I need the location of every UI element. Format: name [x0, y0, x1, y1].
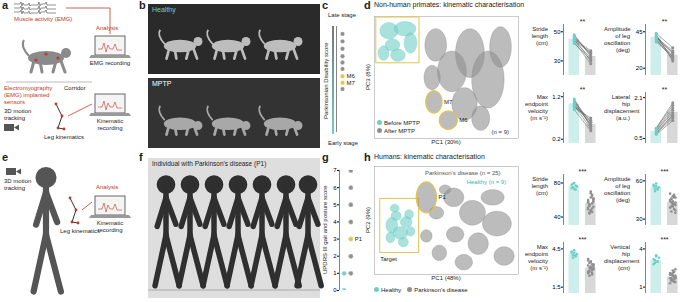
- svg-text:30: 30: [554, 58, 561, 64]
- svg-text:P1: P1: [438, 194, 446, 200]
- svg-text:(n = 9): (n = 9): [492, 129, 510, 135]
- svg-text:***: ***: [578, 168, 586, 175]
- svg-text:0.5: 0.5: [634, 135, 643, 141]
- svg-text:Parkinson's disease (n = 25): Parkinson's disease (n = 25): [425, 170, 501, 176]
- svg-text:30: 30: [636, 216, 643, 222]
- svg-text:50: 50: [554, 29, 561, 35]
- svg-text:80: 80: [554, 180, 561, 186]
- svg-text:4: 4: [639, 246, 643, 252]
- svg-text:60: 60: [636, 178, 643, 184]
- svg-text:45: 45: [636, 29, 643, 35]
- svg-text:1: 1: [639, 284, 643, 290]
- svg-text:M6: M6: [347, 73, 356, 79]
- svg-text:M7: M7: [347, 80, 356, 86]
- svg-text:4.5: 4.5: [552, 246, 561, 252]
- svg-text:Healthy (n = 9): Healthy (n = 9): [467, 179, 507, 185]
- svg-text:1.2: 1.2: [552, 94, 561, 100]
- svg-text:0: 0: [333, 287, 337, 293]
- svg-text:**: **: [580, 86, 586, 93]
- svg-text:5: 5: [333, 202, 337, 208]
- svg-text:40: 40: [554, 214, 561, 220]
- svg-text:7: 7: [333, 167, 337, 173]
- svg-text:1: 1: [333, 270, 337, 276]
- svg-text:**: **: [580, 18, 586, 25]
- svg-text:P1: P1: [355, 236, 363, 242]
- svg-text:4: 4: [333, 219, 337, 225]
- svg-text:6: 6: [333, 185, 337, 191]
- svg-text:***: ***: [660, 236, 668, 243]
- svg-text:Target: Target: [380, 256, 397, 262]
- svg-text:3: 3: [333, 236, 337, 242]
- svg-text:1.5: 1.5: [552, 284, 561, 290]
- svg-text:2.1: 2.1: [634, 95, 643, 101]
- svg-text:0.2: 0.2: [552, 136, 561, 142]
- svg-text:M7: M7: [444, 99, 453, 105]
- svg-text:20: 20: [636, 65, 643, 71]
- svg-text:M6: M6: [459, 117, 468, 123]
- svg-text:2: 2: [333, 253, 337, 259]
- svg-text:***: ***: [578, 236, 586, 243]
- svg-text:**: **: [662, 86, 668, 93]
- svg-text:***: ***: [660, 168, 668, 175]
- svg-text:**: **: [662, 18, 668, 25]
